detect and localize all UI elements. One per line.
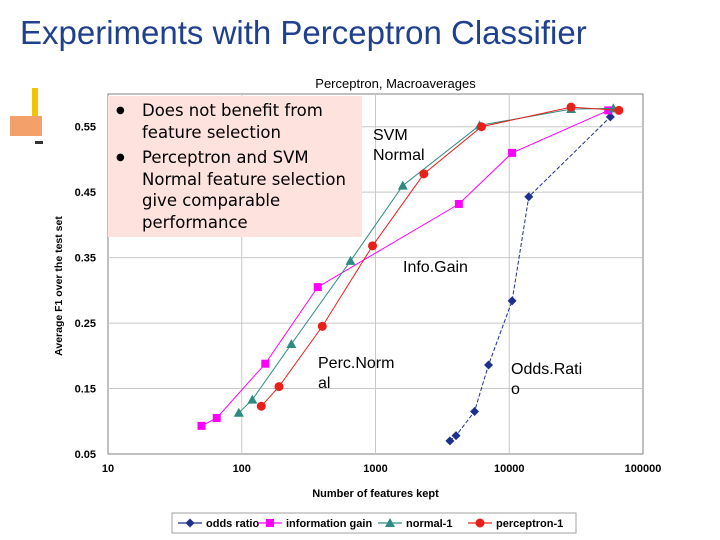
annotation-info-gain: Info.Gain [403, 259, 468, 276]
y-tick-label: 0.05 [75, 449, 96, 461]
legend-marker-odds-ratio [185, 518, 195, 528]
data-point-information-gain [261, 359, 270, 368]
data-point-odds-ratio [605, 112, 615, 122]
data-point-perceptron-1 [419, 169, 429, 179]
x-tick-label: 10000 [494, 463, 525, 475]
slide-title: Experiments with Perceptron Classifier [20, 14, 587, 51]
data-point-information-gain [212, 414, 221, 422]
legend-label-odds-ratio: odds ratio [206, 518, 259, 530]
y-tick-label: 0.45 [75, 187, 96, 199]
title-accent-dash [35, 141, 43, 144]
data-point-information-gain [313, 283, 322, 292]
legend-box [171, 512, 577, 534]
data-point-normal-1 [345, 255, 356, 265]
data-point-perceptron-1 [368, 241, 378, 251]
annotation-odds-ratio: Odds.Rati o [511, 361, 583, 398]
y-tick-label: 0.25 [75, 318, 96, 330]
legend-label-normal-1: normal-1 [406, 518, 452, 530]
series-line-perceptron-1 [260, 106, 619, 407]
data-point-information-gain [604, 106, 613, 115]
legend-marker-perceptron-1 [475, 518, 485, 528]
data-point-odds-ratio [451, 431, 461, 441]
annotation-perc-normal: Perc.Norm al [318, 355, 395, 392]
legend-label-information-gain: information gain [286, 518, 372, 530]
legend-label-perceptron-1: perceptron-1 [496, 518, 563, 530]
data-point-perceptron-1 [566, 102, 576, 112]
data-point-information-gain [454, 199, 463, 208]
data-point-normal-1 [233, 407, 244, 417]
data-point-normal-1 [397, 180, 408, 190]
data-point-information-gain [197, 421, 206, 430]
data-point-perceptron-1 [614, 105, 624, 115]
y-axis-label: Average F1 over the test set [53, 216, 65, 356]
x-tick-label: 1000 [363, 463, 387, 475]
y-tick-label: 0.15 [75, 384, 96, 396]
legend-marker-normal-1 [385, 518, 395, 527]
data-point-perceptron-1 [274, 382, 284, 392]
data-point-information-gain [508, 148, 517, 157]
data-point-perceptron-1 [317, 321, 327, 331]
title-accent-bar-orange [10, 116, 42, 136]
data-point-normal-1 [247, 394, 258, 404]
data-point-perceptron-1 [476, 122, 486, 132]
data-point-odds-ratio [507, 296, 517, 306]
x-tick-label: 100000 [625, 463, 662, 475]
bullet-dot-icon: ● [116, 152, 125, 163]
x-axis-label: Number of features kept [312, 488, 439, 500]
title-accent-bar-yellow [32, 88, 38, 116]
y-tick-label: 0.55 [75, 122, 96, 134]
x-tick-label: 10 [102, 463, 114, 475]
series-line-normal-1 [238, 107, 614, 414]
data-point-odds-ratio [445, 436, 455, 446]
bullet-dot-icon: ● [116, 105, 125, 116]
annotation-svm-normal: SVM Normal [373, 127, 425, 164]
callout-box: ● Does not benefit from feature selectio… [108, 96, 362, 237]
chart-title: Perceptron, Macroaverages [315, 76, 476, 91]
x-tick-label: 100 [233, 463, 251, 475]
data-point-odds-ratio [470, 406, 480, 416]
bullet-text: Perceptron and SVM Normal feature select… [142, 148, 346, 232]
bullet-text: Does not benefit from feature selection [142, 101, 323, 142]
data-point-odds-ratio [524, 192, 534, 202]
y-tick-label: 0.35 [75, 253, 96, 265]
legend-marker-information-gain [266, 519, 274, 527]
data-point-odds-ratio [484, 360, 494, 370]
data-point-normal-1 [286, 339, 297, 349]
data-point-perceptron-1 [256, 401, 266, 411]
